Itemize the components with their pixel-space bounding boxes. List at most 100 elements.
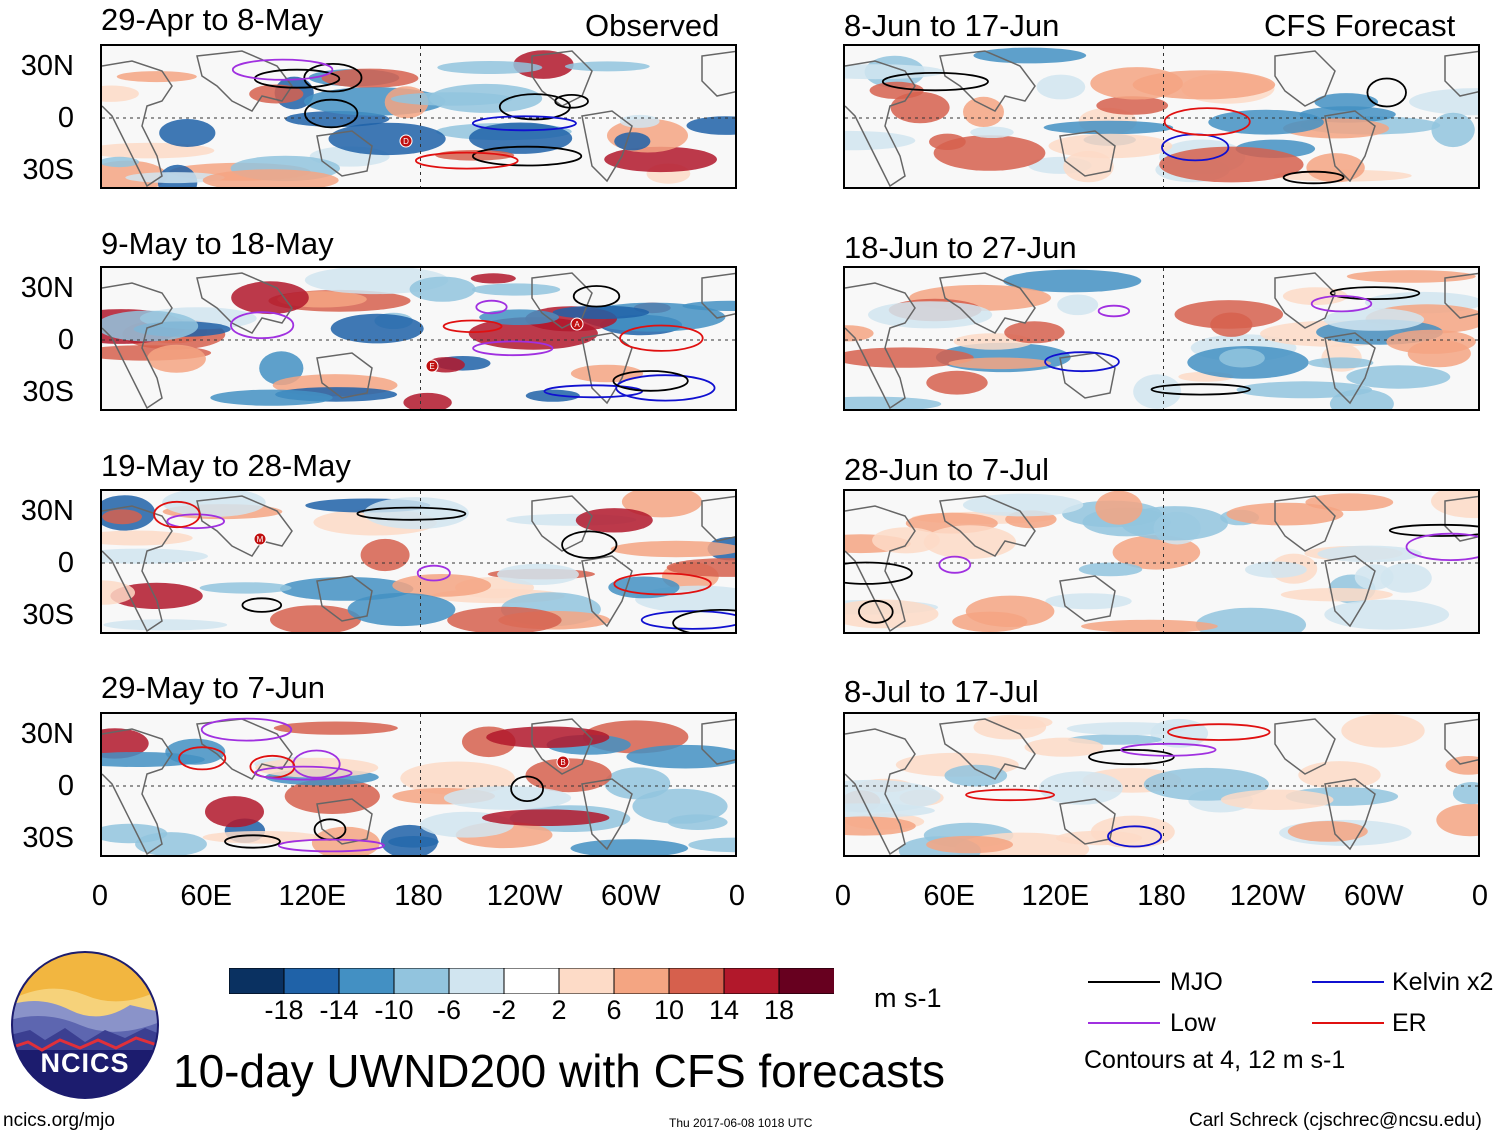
wind-anomaly-blob (437, 61, 543, 74)
wind-anomaly-blob (1043, 120, 1174, 135)
panel-title: 29-May to 7-Jun (101, 670, 325, 705)
wind-anomaly-blob (992, 715, 1053, 729)
x-tick-label: 0 (91, 880, 109, 912)
wind-anomaly-blob (688, 837, 735, 853)
wind-anomaly-blob (1078, 562, 1143, 577)
wind-anomaly-blob (205, 796, 264, 828)
x-tick-label: 120W (1229, 880, 1306, 912)
wind-anomaly-blob (392, 574, 492, 597)
map-panel (843, 44, 1480, 189)
wind-anomaly-blob (1090, 67, 1183, 100)
wave-contour (472, 340, 554, 357)
wind-anomaly-blob (273, 721, 398, 735)
coastline (1274, 272, 1336, 329)
wind-anomaly-blob (447, 606, 562, 632)
y-tick-label: 30N (20, 495, 74, 527)
coastline (939, 718, 1036, 780)
colorbar-level-label: -18 (264, 995, 304, 1025)
x-tick-label: 60E (923, 880, 975, 912)
colorbar-level-label: 2 (551, 995, 567, 1025)
x-tick-label: 180 (394, 880, 443, 912)
wind-anomaly-blob (102, 548, 208, 564)
colorbar-level-label: 18 (763, 995, 795, 1025)
wind-anomaly-blob (147, 344, 206, 373)
coastline (316, 575, 373, 622)
colorbar-swatch (723, 967, 780, 995)
legend-er-label: ER (1392, 1009, 1427, 1037)
wave-contour (1044, 351, 1120, 373)
storm-marker-letter: B (560, 758, 565, 767)
colorbar-level-label: -6 (436, 995, 461, 1025)
wind-anomaly-blob (210, 389, 333, 406)
legend-low-label: Low (1170, 1009, 1216, 1037)
y-tick-label: 0 (57, 324, 74, 356)
wind-anomaly-blob (1063, 150, 1114, 183)
wind-anomaly-blob (868, 301, 993, 329)
legend-mjo-line (1088, 981, 1160, 983)
wind-anomaly-blob (1431, 112, 1475, 148)
colorbar-level-label: 10 (653, 995, 685, 1025)
y-tick-label: 30S (22, 599, 74, 631)
wind-anomaly-blob (1195, 607, 1307, 632)
wave-contour (241, 597, 283, 613)
x-tick-label: 60W (1344, 880, 1404, 912)
coastline (701, 272, 735, 319)
ncics-logo: NCICS (10, 950, 160, 1100)
coastline (701, 718, 735, 765)
colorbar-level-label: 6 (606, 995, 622, 1025)
wind-anomaly-blob (202, 169, 339, 187)
wave-contour (475, 299, 508, 315)
wave-contour (166, 513, 225, 530)
y-tick-label: 30S (22, 376, 74, 408)
x-tick-label: 60W (601, 880, 661, 912)
colorbar-swatch (503, 967, 560, 995)
wave-contour (561, 530, 618, 559)
wind-anomaly-blob (1245, 561, 1307, 578)
wave-contour (356, 506, 467, 521)
wind-anomaly-blob (102, 310, 199, 342)
storm-marker-letter: E (429, 362, 434, 371)
wind-anomaly-blob (1386, 329, 1476, 354)
wind-anomaly-blob (165, 738, 226, 765)
wind-anomaly-blob (1208, 109, 1324, 135)
x-tick-label: 180 (1137, 880, 1186, 912)
wind-anomaly-blob (470, 273, 516, 284)
panel-title: 8-Jun to 17-Jun (844, 8, 1060, 43)
wind-anomaly-blob (1048, 133, 1173, 159)
wave-contour (881, 71, 989, 92)
wind-anomaly-blob (1452, 782, 1478, 805)
wind-anomaly-blob (102, 156, 140, 168)
wind-anomaly-blob (525, 389, 580, 402)
wave-contour (224, 834, 281, 849)
x-tick-label: 120E (278, 880, 347, 912)
colorbar-swatch (613, 967, 670, 995)
coastline (196, 718, 293, 780)
storm-marker-letter: D (403, 137, 409, 146)
wind-anomaly-blob (403, 392, 452, 409)
coastline (1324, 555, 1376, 628)
coastline (1444, 50, 1478, 97)
wind-anomaly-blob (929, 133, 966, 150)
wind-anomaly-blob (626, 744, 735, 769)
legend-kelvin-line (1312, 981, 1384, 983)
coastline (1059, 130, 1116, 177)
wind-anomaly-blob (845, 325, 874, 342)
wave-contour (1366, 77, 1407, 108)
y-tick-label: 30S (22, 822, 74, 854)
wind-anomaly-blob (390, 92, 513, 106)
wind-anomaly-blob (1324, 599, 1450, 630)
colorbar-level-label: -14 (319, 995, 359, 1025)
wind-anomaly-blob (570, 839, 689, 855)
coastline (531, 50, 593, 107)
legend-mjo-label: MJO (1170, 968, 1223, 996)
wind-anomaly-blob (872, 527, 940, 554)
contour-note: Contours at 4, 12 m s-1 (1084, 1046, 1346, 1074)
colorbar-swatch (228, 967, 285, 995)
wind-anomaly-blob (102, 728, 149, 759)
wind-anomaly-blob (845, 779, 941, 813)
coastline (1274, 50, 1336, 107)
wave-contour (1120, 742, 1217, 757)
wave-contour (178, 746, 227, 771)
coastline (316, 798, 373, 845)
wave-contour (1163, 107, 1251, 136)
